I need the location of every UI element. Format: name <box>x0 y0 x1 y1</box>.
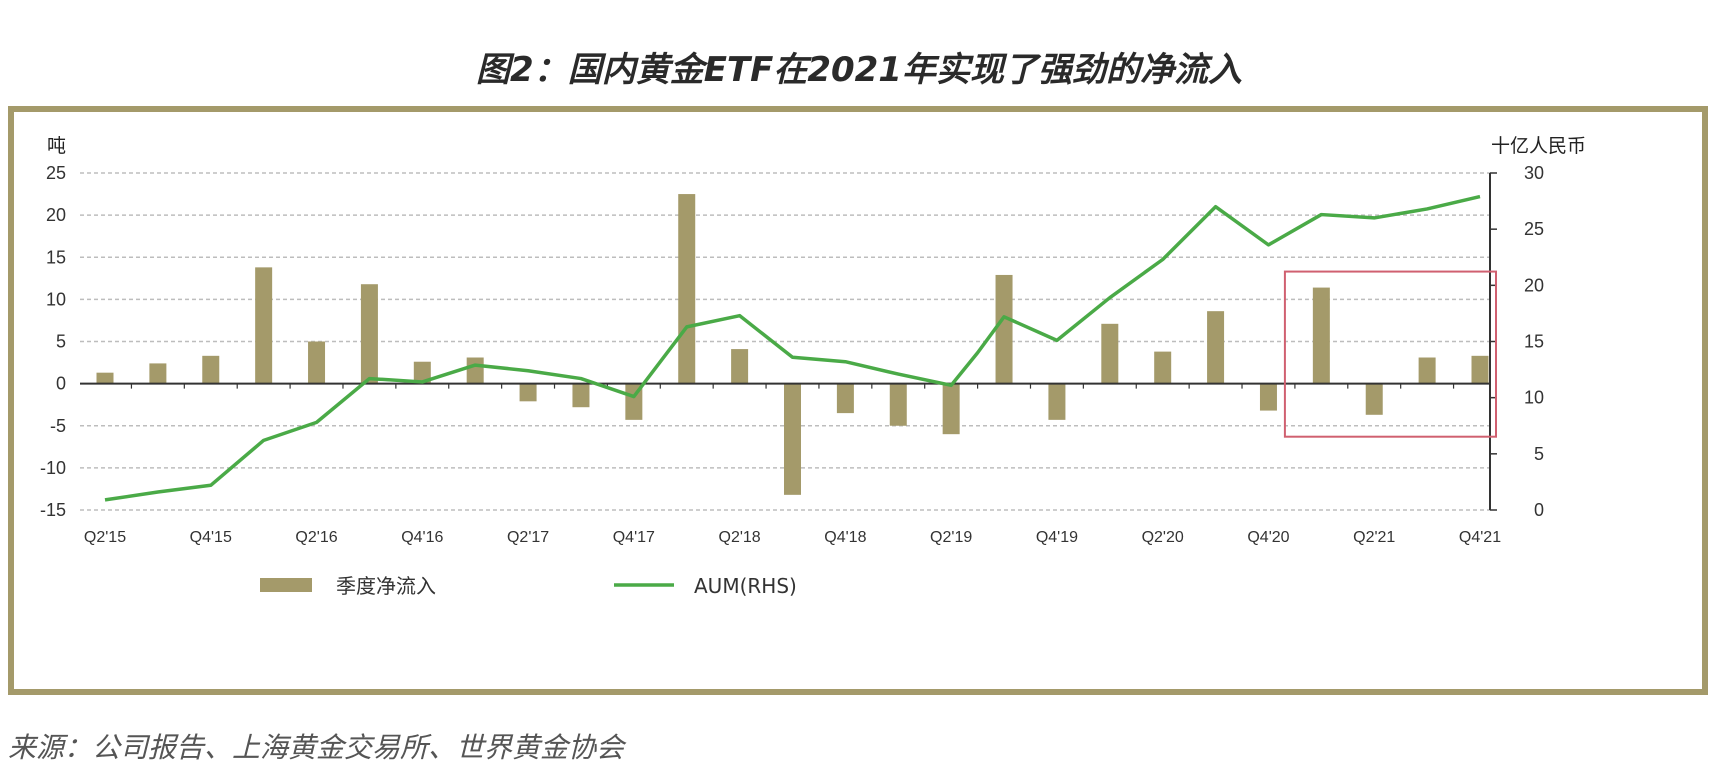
bar <box>1207 311 1225 384</box>
x-tick-label: Q2'15 <box>84 529 126 546</box>
bar <box>731 349 749 384</box>
bar <box>149 363 167 384</box>
annotations <box>1283 270 1497 438</box>
right-tick-label: 5 <box>1534 444 1544 464</box>
left-tick-label: -15 <box>40 500 66 520</box>
x-tick-label: Q2'20 <box>1142 529 1184 546</box>
legend-bar-swatch <box>260 578 312 592</box>
bar <box>1154 351 1172 384</box>
right-tick-label: 25 <box>1524 219 1544 239</box>
bar-series <box>96 194 1489 495</box>
page-title: 图2：国内黄金ETF在2021年实现了强劲的净流入 <box>476 50 1242 90</box>
bar <box>678 194 696 384</box>
bar <box>308 341 326 384</box>
right-tick-label: 10 <box>1524 388 1544 408</box>
bar <box>1259 383 1277 411</box>
chart-svg: 25 20 15 10 5 0 -5 -10 -15 30 25 20 15 10 5 0 吨 十亿人民币 Q2'1… <box>40 135 1586 598</box>
source-note: 来源：公司报告、上海黄金交易所、世界黄金协会 <box>8 731 625 764</box>
left-tick-label: -10 <box>40 458 66 478</box>
axes <box>80 172 1497 511</box>
bar <box>1418 357 1436 384</box>
bar <box>836 383 854 414</box>
left-tick-label: -5 <box>50 416 66 436</box>
bar <box>995 274 1013 384</box>
bar <box>889 383 907 426</box>
x-tick-label: Q4'18 <box>824 529 866 546</box>
left-unit-label: 吨 <box>47 135 66 157</box>
bar <box>572 383 590 408</box>
x-tick-label: Q2'19 <box>930 529 972 546</box>
bar <box>255 267 273 384</box>
bar <box>413 361 431 384</box>
x-tick-label: Q2'18 <box>719 529 761 546</box>
highlight-box <box>1283 270 1497 438</box>
x-tick-label: Q4'17 <box>613 529 655 546</box>
x-tick-label: Q4'19 <box>1036 529 1078 546</box>
bar <box>1312 287 1330 384</box>
bar <box>202 355 220 384</box>
left-tick-label: 25 <box>46 163 66 183</box>
x-tick-label: Q4'21 <box>1459 529 1501 546</box>
bar <box>96 372 114 384</box>
left-tick-label: 0 <box>56 374 66 394</box>
tick-labels: 25 20 15 10 5 0 -5 -10 -15 30 25 20 15 10 5 0 吨 十亿人民币 Q2'1… <box>40 135 1586 546</box>
legend: 季度净流入 AUM(RHS) <box>260 574 797 598</box>
left-tick-label: 15 <box>46 247 66 267</box>
bar <box>942 383 960 435</box>
right-tick-label: 30 <box>1524 163 1544 183</box>
bar <box>1365 383 1383 415</box>
bar <box>519 383 537 402</box>
right-tick-label: 15 <box>1524 332 1544 352</box>
x-tick-label: Q4'15 <box>190 529 232 546</box>
x-tick-label: Q2'17 <box>507 529 549 546</box>
bar <box>360 284 378 384</box>
x-tick-label: Q4'16 <box>401 529 443 546</box>
bar <box>1048 383 1066 420</box>
x-tick-label: Q2'21 <box>1353 529 1395 546</box>
right-tick-label: 0 <box>1534 500 1544 520</box>
x-tick-label: Q2'16 <box>295 529 337 546</box>
right-tick-label: 20 <box>1524 275 1544 295</box>
aum-line <box>104 194 1481 502</box>
legend-bar-label: 季度净流入 <box>336 574 436 598</box>
legend-line-label: AUM(RHS) <box>694 574 797 598</box>
x-tick-label: Q4'20 <box>1247 529 1289 546</box>
bar <box>466 357 484 384</box>
left-tick-label: 10 <box>46 289 66 309</box>
bar <box>784 383 801 495</box>
line-series <box>104 194 1481 502</box>
bar <box>1471 355 1489 384</box>
chart-frame: 25 20 15 10 5 0 -5 -10 -15 30 25 20 15 10 5 0 吨 十亿人民币 Q2'1… <box>8 106 1708 695</box>
bar <box>1101 323 1119 384</box>
left-tick-label: 5 <box>56 332 66 352</box>
right-unit-label: 十亿人民币 <box>1491 135 1586 157</box>
left-tick-label: 20 <box>46 205 66 225</box>
